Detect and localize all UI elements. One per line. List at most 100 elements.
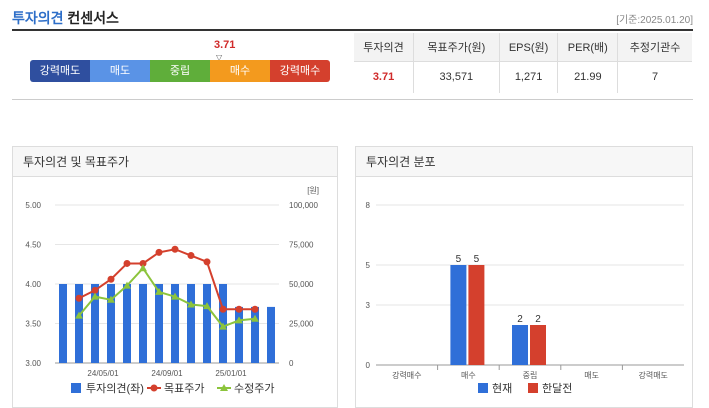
consensus-value-2: 1,271 — [498, 61, 558, 93]
y-axis-tick: 5 — [366, 261, 371, 270]
x-axis-tick: 25/01/01 — [215, 369, 247, 378]
opinion-distribution-panel: 투자의견 분포 8 5 3 0 강력매수 매수 5 5 중립 2 2 매도 강력매도 현재 한달전 — [355, 146, 693, 408]
left-axis-tick: 4.50 — [25, 241, 41, 250]
left-axis-tick: 5.00 — [25, 201, 41, 210]
legend-current-icon — [478, 383, 488, 393]
consensus-header-row: 투자의견 목표주가(원) EPS(원) PER(배) 추정기관수 — [354, 33, 692, 62]
opinion-bar — [139, 284, 147, 363]
legend-label: 목표주가 — [164, 382, 204, 395]
category-label: 중립 — [523, 371, 538, 380]
scale-segment-3: 매수 — [210, 60, 270, 82]
month-ago-bar — [530, 325, 546, 365]
adjusted-price-point — [171, 292, 179, 300]
target-price-point — [219, 305, 227, 313]
scale-segment-1: 매도 — [90, 60, 150, 82]
x-axis-tick: 24/05/01 — [87, 369, 119, 378]
consensus-header-0: 투자의견 — [354, 33, 414, 62]
target-price-point — [187, 252, 195, 260]
target-price-line — [78, 248, 255, 311]
panel-title-distribution: 투자의견 분포 — [356, 147, 692, 177]
bar-value-label: 2 — [535, 314, 541, 325]
adjusted-price-line — [78, 266, 256, 328]
adjusted-price-point — [219, 322, 227, 330]
target-price-point — [75, 294, 83, 302]
consensus-value-4: 7 — [617, 61, 692, 93]
target-price-point — [91, 286, 99, 294]
scale-segment-2: 중립 — [150, 60, 210, 82]
opinion-bar — [123, 284, 131, 363]
right-axis-tick: 0 — [289, 359, 294, 368]
target-price-point — [107, 275, 115, 283]
left-axis-tick: 3.50 — [25, 320, 41, 329]
opinion-bar — [267, 306, 275, 363]
current-bar — [512, 325, 528, 365]
consensus-header-3: PER(배) — [557, 33, 618, 62]
right-axis-unit: [원] — [307, 186, 319, 195]
right-axis-tick: 100,000 — [289, 201, 318, 210]
y-axis-tick: 0 — [366, 361, 371, 370]
opinion-bar — [107, 284, 115, 363]
legend-label: 한달전 — [542, 382, 572, 395]
table-divider — [12, 99, 693, 100]
legend-label: 현재 — [492, 382, 512, 395]
consensus-header-4: 추정기관수 — [617, 33, 692, 62]
category-label: 매도 — [584, 371, 599, 380]
x-axis-tick: 24/09/01 — [151, 369, 183, 378]
opinion-bar — [203, 284, 211, 363]
adjusted-price-point — [251, 314, 259, 322]
opinion-target-price-panel: 투자의견 및 목표주가 5.00 4.50 4.00 3.50 3.00 100,000 7… — [12, 146, 338, 408]
category-label: 강력매수 — [392, 370, 421, 380]
scale-segment-0: 강력매도 — [30, 60, 90, 82]
opinion-bar — [155, 284, 163, 363]
adjusted-price-point — [187, 300, 195, 308]
left-axis-tick: 3.00 — [25, 359, 41, 368]
legend-label: 수정주가 — [234, 382, 274, 395]
legend-opinion-icon — [71, 383, 81, 393]
opinion-bar — [75, 284, 83, 363]
target-price-point — [235, 305, 243, 313]
opinion-bar — [91, 284, 99, 363]
adjusted-price-point — [139, 264, 147, 272]
consensus-value-3: 21.99 — [557, 61, 618, 93]
bar-value-label: 2 — [517, 314, 523, 325]
header-divider — [12, 29, 693, 31]
consensus-table: 투자의견 목표주가(원) EPS(원) PER(배) 추정기관수 3.71 33,571 1… — [354, 33, 692, 93]
adjusted-price-point — [75, 311, 83, 319]
opinion-bar — [171, 284, 179, 363]
consensus-value-1: 33,571 — [413, 61, 500, 93]
opinion-bar — [59, 284, 67, 363]
target-price-point — [155, 248, 163, 256]
legend-adjusted-price-icon — [220, 384, 228, 391]
opinion-score: 3.71 — [214, 39, 236, 51]
bar-value-label: 5 — [456, 254, 462, 265]
opinion-scale-bar: 강력매도 매도 중립 매수 강력매수 — [30, 60, 330, 82]
legend-target-price-icon — [150, 384, 158, 392]
title-highlight: 투자의견 — [12, 10, 64, 26]
reference-date: [기준:2025.01.20] — [616, 15, 693, 26]
page-title: 투자의견 컨센서스 — [12, 8, 119, 28]
adjusted-price-point — [91, 292, 99, 300]
adjusted-price-point — [203, 302, 211, 310]
adjusted-price-point — [107, 295, 115, 303]
left-axis-tick: 4.00 — [25, 280, 41, 289]
adjusted-price-point — [123, 281, 131, 289]
scale-segment-4: 강력매수 — [270, 60, 330, 82]
category-label: 매수 — [461, 371, 476, 380]
current-bar — [450, 265, 467, 365]
legend-label: 투자의견(좌) — [86, 382, 144, 395]
opinion-bar — [251, 306, 259, 363]
right-axis-tick: 75,000 — [289, 241, 314, 250]
consensus-value-row: 3.71 33,571 1,271 21.99 7 — [354, 61, 692, 93]
consensus-header-1: 목표주가(원) — [413, 33, 500, 62]
consensus-header-2: EPS(원) — [498, 33, 558, 62]
opinion-target-price-chart: 5.00 4.50 4.00 3.50 3.00 100,000 75,000 50,000 2… — [25, 186, 319, 395]
category-label: 강력매도 — [638, 370, 667, 380]
legend-month-ago-icon — [528, 383, 538, 393]
target-price-point — [123, 259, 131, 267]
pointer-triangle-icon: ▽ — [216, 53, 223, 62]
right-axis-tick: 50,000 — [289, 280, 314, 289]
bar-value-label: 5 — [474, 254, 480, 265]
panel-title-opinion-target: 투자의견 및 목표주가 — [13, 147, 337, 177]
opinion-bar — [187, 284, 195, 363]
